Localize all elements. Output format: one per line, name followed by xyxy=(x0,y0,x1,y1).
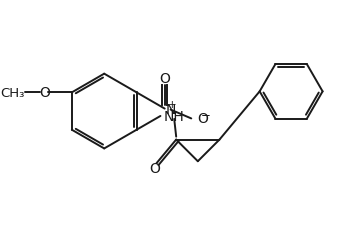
Text: O: O xyxy=(39,86,50,100)
Text: +: + xyxy=(168,99,177,109)
Text: NH: NH xyxy=(163,109,184,123)
Text: O: O xyxy=(149,161,160,175)
Text: −: − xyxy=(201,109,211,121)
Text: N: N xyxy=(166,102,176,116)
Text: O: O xyxy=(197,112,208,126)
Text: O: O xyxy=(159,72,170,86)
Text: CH₃: CH₃ xyxy=(1,87,25,99)
